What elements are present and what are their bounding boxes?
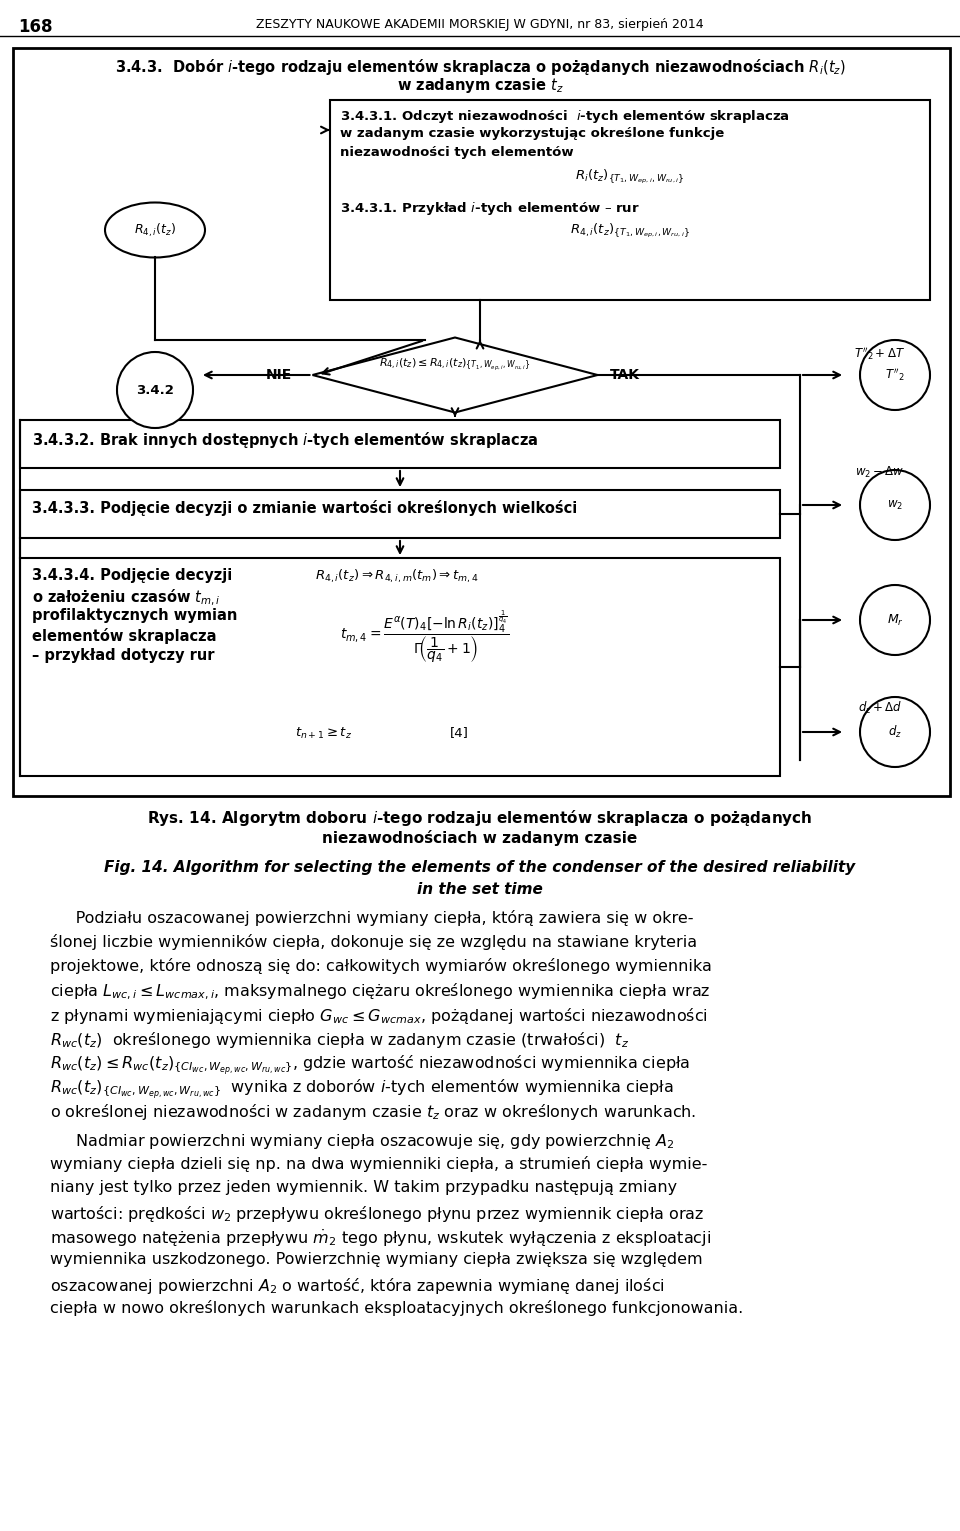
Text: niezawodnościach w zadanym czasie: niezawodnościach w zadanym czasie [323, 830, 637, 847]
Text: 3.4.2: 3.4.2 [136, 383, 174, 397]
Text: – przykład dotyczy rur: – przykład dotyczy rur [32, 648, 214, 663]
FancyBboxPatch shape [20, 557, 780, 776]
Text: niany jest tylko przez jeden wymiennik. W takim przypadku następują zmiany: niany jest tylko przez jeden wymiennik. … [50, 1180, 677, 1196]
Text: $R_{wc}(t_z)$  określonego wymiennika ciepła w zadanym czasie (trwałości)  $t_z$: $R_{wc}(t_z)$ określonego wymiennika cie… [50, 1030, 629, 1050]
Circle shape [860, 340, 930, 410]
Text: w zadanym czasie $t_z$: w zadanym czasie $t_z$ [396, 77, 564, 95]
Text: masowego natężenia przepływu $\dot{m}_2$ tego płynu, wskutek wyłączenia z eksplo: masowego natężenia przepływu $\dot{m}_2$… [50, 1228, 711, 1249]
Text: $T''_2$: $T''_2$ [885, 367, 904, 383]
Text: ZESZYTY NAUKOWE AKADEMII MORSKIEJ W GDYNI, nr 83, sierpień 2014: ZESZYTY NAUKOWE AKADEMII MORSKIEJ W GDYN… [256, 18, 704, 31]
Text: 3.4.3.2. Brak innych dostępnych $i$-tych elementów skraplacza: 3.4.3.2. Brak innych dostępnych $i$-tych… [32, 430, 539, 450]
Text: o określonej niezawodności w zadanym czasie $t_z$ oraz w określonych warunkach.: o określonej niezawodności w zadanym cza… [50, 1102, 696, 1122]
Circle shape [860, 697, 930, 767]
Circle shape [117, 352, 193, 429]
Text: 3.4.3.  Dobór $i$-tego rodzaju elementów skraplacza o pożądanych niezawodnościac: 3.4.3. Dobór $i$-tego rodzaju elementów … [114, 57, 846, 77]
Text: ślonej liczbie wymienników ciepła, dokonuje się ze względu na stawiane kryteria: ślonej liczbie wymienników ciepła, dokon… [50, 934, 697, 951]
Text: $M_r$: $M_r$ [887, 612, 903, 628]
Text: wymiany ciepła dzieli się np. na dwa wymienniki ciepła, a strumień ciepła wymie-: wymiany ciepła dzieli się np. na dwa wym… [50, 1156, 708, 1173]
Text: NIE: NIE [266, 367, 292, 383]
Text: $t_{n+1} \geq t_z$: $t_{n+1} \geq t_z$ [295, 726, 352, 741]
Text: $R_{4,i}(t_z) \Rightarrow R_{4,i,m}(t_m) \Rightarrow t_{m,4}$: $R_{4,i}(t_z) \Rightarrow R_{4,i,m}(t_m)… [315, 568, 479, 585]
Text: $R_{4,i}(t_z)$: $R_{4,i}(t_z)$ [134, 222, 176, 239]
Ellipse shape [105, 202, 205, 257]
Text: z płynami wymieniającymi ciepło $G_{wc} \leq G_{wcmax}$, pożądanej wartości niez: z płynami wymieniającymi ciepło $G_{wc} … [50, 1006, 708, 1026]
Text: 168: 168 [18, 18, 53, 37]
FancyBboxPatch shape [330, 100, 930, 300]
Text: 3.4.3.4. Podjęcie decyzji: 3.4.3.4. Podjęcie decyzji [32, 568, 232, 583]
Text: oszacowanej powierzchni $A_2$ o wartość, która zapewnia wymianę danej ilości: oszacowanej powierzchni $A_2$ o wartość,… [50, 1275, 665, 1297]
Text: $R_i(t_z)_{\{T_1,W_{ep,i},W_{ru,i}\}}$: $R_i(t_z)_{\{T_1,W_{ep,i},W_{ru,i}\}}$ [575, 168, 684, 187]
Text: $d_z$: $d_z$ [888, 724, 902, 739]
Text: Nadmiar powierzchni wymiany ciepła oszacowuje się, gdy powierzchnię $A_2$: Nadmiar powierzchni wymiany ciepła oszac… [50, 1131, 674, 1151]
Text: 3.4.3.1. Przykład $i$-tych elementów – rur: 3.4.3.1. Przykład $i$-tych elementów – r… [340, 201, 639, 217]
Text: ciepła $L_{wc,i} \leq L_{wcmax,i}$, maksymalnego ciężaru określonego wymiennika : ciepła $L_{wc,i} \leq L_{wcmax,i}$, maks… [50, 981, 710, 1003]
FancyBboxPatch shape [20, 419, 780, 468]
Text: wartości: prędkości $w_2$ przepływu określonego płynu przez wymiennik ciepła ora: wartości: prędkości $w_2$ przepływu okre… [50, 1203, 705, 1223]
Text: o założeniu czasów $t_{m,i}$: o założeniu czasów $t_{m,i}$ [32, 588, 221, 608]
Text: [4]: [4] [450, 726, 468, 739]
Text: $d_z+\Delta d$: $d_z+\Delta d$ [858, 700, 902, 717]
Text: Podziału oszacowanej powierzchni wymiany ciepła, którą zawiera się w okre-: Podziału oszacowanej powierzchni wymiany… [50, 909, 693, 926]
Text: $R_{4,i}(t_z) \leq R_{4,i}(t_z)_{\{T_1,W_{ep,i},W_{ru,i}\}}$: $R_{4,i}(t_z) \leq R_{4,i}(t_z)_{\{T_1,W… [379, 357, 531, 374]
Text: elementów skraplacza: elementów skraplacza [32, 628, 217, 645]
Circle shape [860, 470, 930, 540]
Text: $R_{4,i}(t_z)_{\{T_1,W_{ep,i},W_{ru,i}\}}$: $R_{4,i}(t_z)_{\{T_1,W_{ep,i},W_{ru,i}\}… [570, 222, 690, 240]
Text: $T''_2+\Delta T$: $T''_2+\Delta T$ [854, 344, 905, 361]
Text: projektowe, które odnoszą się do: całkowitych wymiarów określonego wymiennika: projektowe, które odnoszą się do: całkow… [50, 958, 712, 974]
Text: TAK: TAK [610, 367, 640, 383]
Circle shape [860, 585, 930, 655]
Text: niezawodności tych elementów: niezawodności tych elementów [340, 145, 574, 159]
Text: $t_{m,4} = \dfrac{E^{\alpha}(T)_4 \left[-\ln R_i(t_z)\right]_{4}^{\frac{1}{q_4}}: $t_{m,4} = \dfrac{E^{\alpha}(T)_4 \left[… [340, 608, 509, 664]
Text: $w_2$: $w_2$ [887, 499, 903, 511]
Text: $w_2-\Delta w$: $w_2-\Delta w$ [855, 465, 904, 481]
FancyBboxPatch shape [13, 47, 950, 796]
Text: wymiennika uszkodzonego. Powierzchnię wymiany ciepła zwiększa się względem: wymiennika uszkodzonego. Powierzchnię wy… [50, 1252, 703, 1268]
Text: in the set time: in the set time [417, 882, 543, 897]
FancyBboxPatch shape [20, 490, 780, 537]
Text: 3.4.3.1. Odczyt niezawodności  $i$-tych elementów skraplacza: 3.4.3.1. Odczyt niezawodności $i$-tych e… [340, 109, 790, 126]
Text: w zadanym czasie wykorzystując określone funkcje: w zadanym czasie wykorzystując określone… [340, 127, 724, 139]
Text: $R_{wc}(t_z) \leq R_{wc}(t_z)_{\{CI_{wc},W_{ep,wc},W_{ru,wc}\}}$, gdzie wartość : $R_{wc}(t_z) \leq R_{wc}(t_z)_{\{CI_{wc}… [50, 1053, 690, 1078]
Text: Rys. 14. Algorytm doboru $i$-tego rodzaju elementów skraplacza o pożądanych: Rys. 14. Algorytm doboru $i$-tego rodzaj… [147, 808, 813, 828]
Text: Fig. 14. Algorithm for selecting the elements of the condenser of the desired re: Fig. 14. Algorithm for selecting the ele… [105, 860, 855, 876]
Text: ciepła w nowo określonych warunkach eksploatacyjnych określonego funkcjonowania.: ciepła w nowo określonych warunkach eksp… [50, 1300, 743, 1317]
Polygon shape [313, 337, 597, 412]
Text: 3.4.3.3. Podjęcie decyzji o zmianie wartości określonych wielkości: 3.4.3.3. Podjęcie decyzji o zmianie wart… [32, 501, 577, 516]
Text: $R_{wc}(t_z)_{\{CI_{wc},W_{ep,wc},W_{ru,wc}\}}$  wynika z doborów $i$-tych eleme: $R_{wc}(t_z)_{\{CI_{wc},W_{ep,wc},W_{ru,… [50, 1078, 674, 1102]
Text: profilaktycznych wymian: profilaktycznych wymian [32, 608, 237, 623]
